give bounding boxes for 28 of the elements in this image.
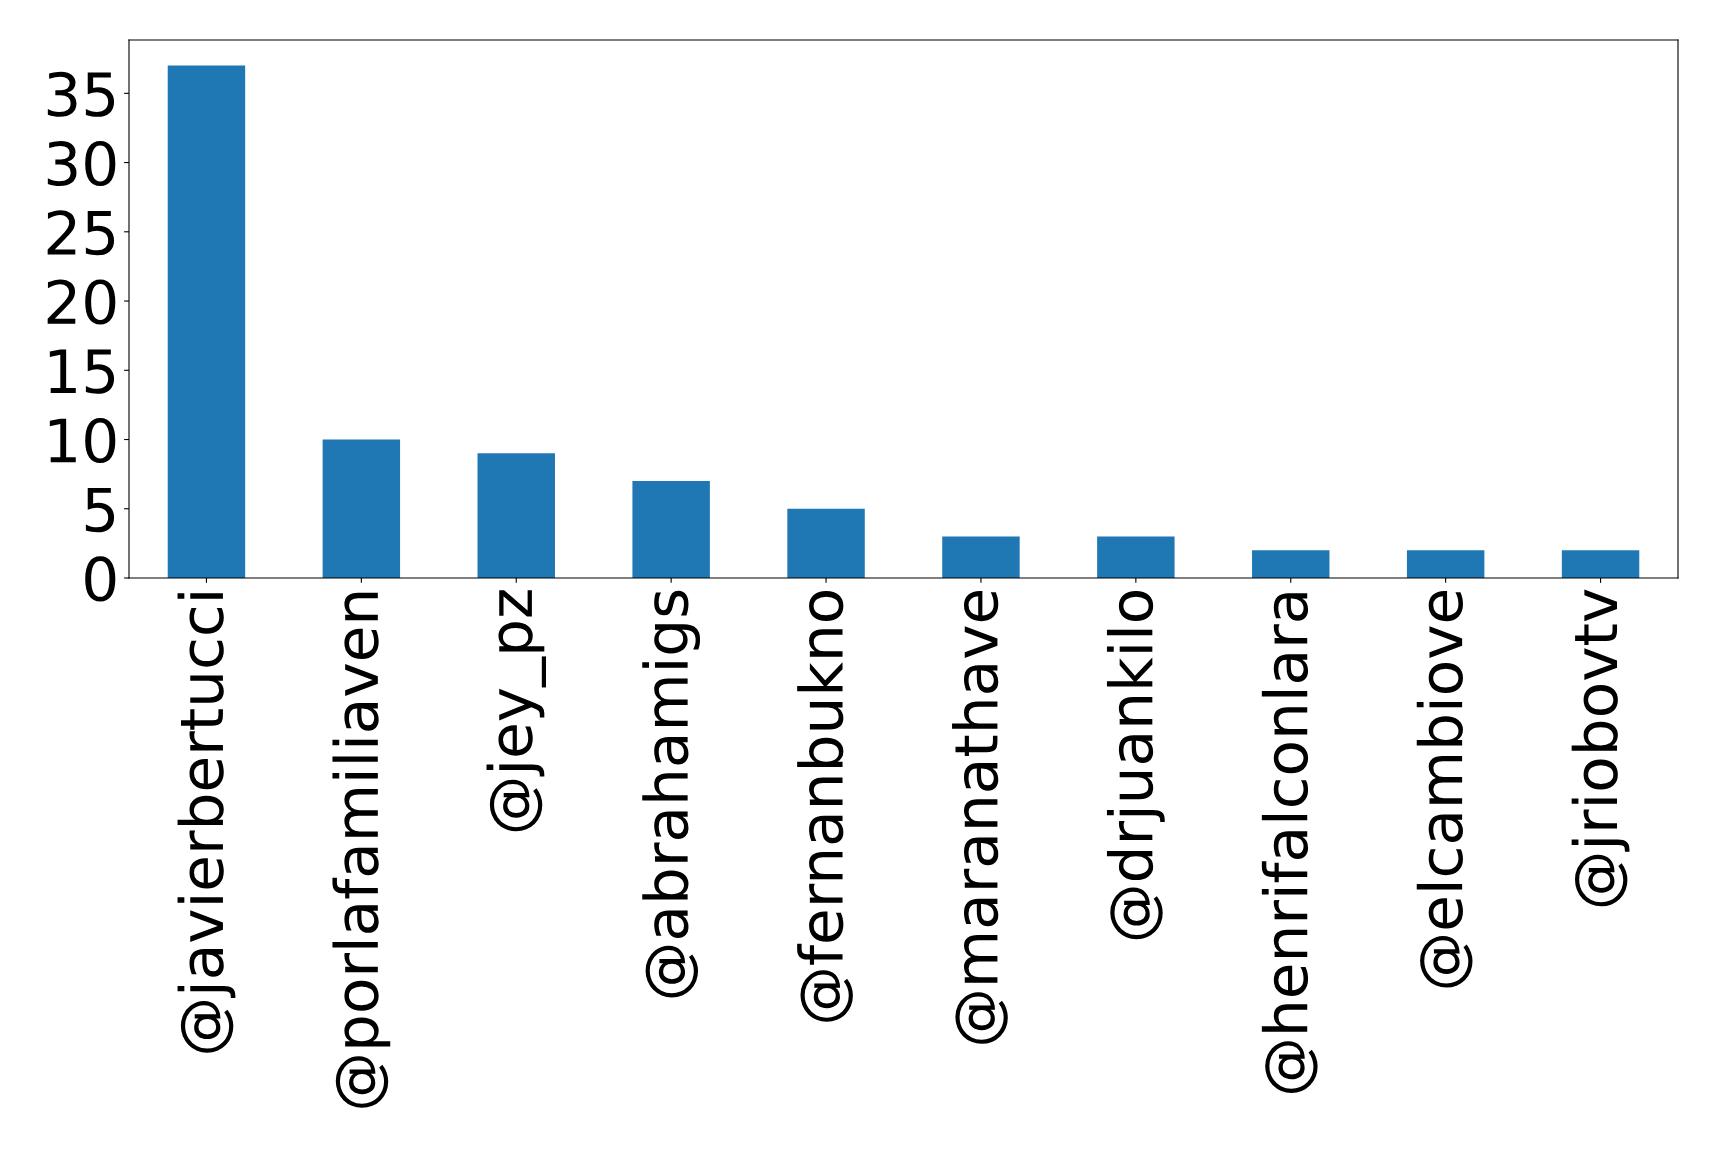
- y-tick-label: 10: [49, 417, 116, 464]
- bar: [1561, 550, 1640, 578]
- x-tick-label: @maranathave: [952, 590, 1008, 1044]
- bar: [632, 481, 710, 578]
- y-tick-label: 35: [47, 71, 115, 117]
- x-tick-label: @javierbertucci: [177, 593, 236, 1053]
- bar: [1252, 550, 1330, 578]
- y-tick-label: 25: [47, 210, 115, 256]
- x-tick-label: @fernanbukno: [797, 590, 853, 1022]
- y-tick-label: 30: [47, 140, 116, 187]
- x-tick-label: @abrahamigs: [642, 590, 701, 998]
- x-tick-label: @drjuankilo: [1106, 590, 1165, 940]
- bar: [167, 65, 246, 578]
- bar: [1097, 536, 1175, 578]
- bar: [322, 439, 401, 578]
- y-tick-label: 20: [47, 279, 116, 325]
- x-tick-label: @henrifalconlara: [1261, 593, 1318, 1093]
- x-tick-label: @porlafamiliaven: [332, 592, 391, 1108]
- bar: [477, 453, 555, 578]
- bar: [1406, 550, 1485, 578]
- y-tick-label: 5: [85, 487, 115, 533]
- x-tick-label: @jey_pz: [486, 590, 546, 832]
- x-tick-label: @jriobovtv: [1571, 589, 1630, 907]
- bar: [787, 508, 865, 578]
- bar: [942, 536, 1020, 578]
- x-tick-label: @elcambiove: [1416, 590, 1473, 988]
- y-tick-label: 0: [85, 556, 116, 602]
- y-tick-label: 15: [49, 349, 115, 394]
